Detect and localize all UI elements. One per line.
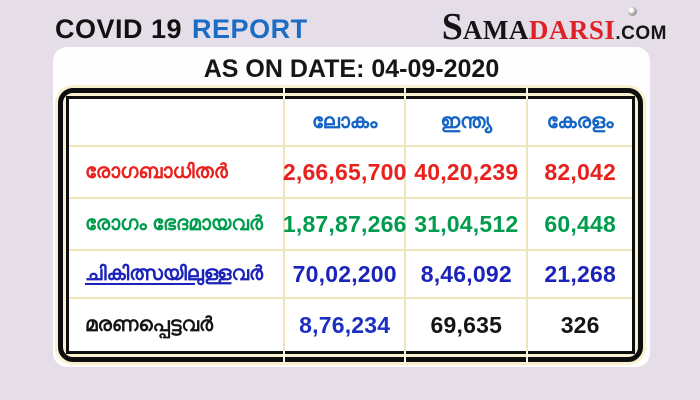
value-recovered-world: 1,87,87,266 xyxy=(283,199,406,251)
stats-grid: ലോകം ഇന്ത്യ കേരളം രോഗബാധിതർ 2,66,65,700 … xyxy=(69,99,632,351)
value-infected-india: 40,20,239 xyxy=(406,147,529,199)
value-infected-world: 2,66,65,700 xyxy=(283,147,406,199)
column-header-india: ഇന്ത്യ xyxy=(406,99,529,147)
value-under-treatment-world: 70,02,200 xyxy=(285,251,407,299)
row-label-infected: രോഗബാധിതർ xyxy=(69,147,286,199)
logo-text-com: .COM xyxy=(615,23,667,44)
row-label-deceased: മരണപ്പെട്ടവർ xyxy=(69,299,286,351)
value-under-treatment-india: 8,46,092 xyxy=(406,251,529,299)
logo-dot-icon xyxy=(628,7,637,16)
value-under-treatment-kerala: 21,268 xyxy=(528,251,632,299)
page-title-accent: REPORT xyxy=(192,14,308,44)
frame-tick xyxy=(283,86,285,99)
frame-tick xyxy=(404,86,406,99)
stats-table: ലോകം ഇന്ത്യ കേരളം രോഗബാധിതർ 2,66,65,700 … xyxy=(66,96,635,354)
frame-tick xyxy=(283,351,285,364)
column-header-world: ലോകം xyxy=(285,99,407,147)
logo-letter-s: S xyxy=(441,6,463,48)
value-recovered-kerala: 60,448 xyxy=(528,199,632,251)
stats-table-frame: ലോകം ഇന്ത്യ കേരളം രോഗബാധിതർ 2,66,65,700 … xyxy=(58,88,643,362)
value-deceased-india: 69,635 xyxy=(406,299,529,351)
page-title: COVID 19 REPORT xyxy=(55,14,308,45)
frame-tick xyxy=(526,86,528,99)
row-label-recovered: രോഗം ഭേദമായവർ xyxy=(69,199,286,251)
column-header-empty xyxy=(69,99,286,147)
logo-text-ama: AMA xyxy=(462,15,529,45)
page-title-main: COVID 19 xyxy=(55,14,183,44)
logo-text-darsi: DARSI xyxy=(528,15,616,45)
value-recovered-india: 31,04,512 xyxy=(406,199,529,251)
frame-tick xyxy=(404,351,406,364)
column-header-kerala: കേരളം xyxy=(528,99,632,147)
samadarsi-logo: S AMA DARSI .COM xyxy=(441,6,667,48)
row-label-under-treatment-underlined: ചികിത്സയിലുള്ള xyxy=(85,262,232,285)
value-deceased-world: 8,76,234 xyxy=(285,299,407,351)
row-label-under-treatment-tail: വർ xyxy=(231,262,264,285)
value-deceased-kerala: 326 xyxy=(560,311,600,338)
value-infected-kerala: 82,042 xyxy=(528,147,632,199)
date-banner: AS ON DATE: 04-09-2020 xyxy=(203,55,500,83)
frame-tick xyxy=(526,351,528,364)
row-label-under-treatment: ചികിത്സയിലുള്ള വർ xyxy=(69,251,286,299)
